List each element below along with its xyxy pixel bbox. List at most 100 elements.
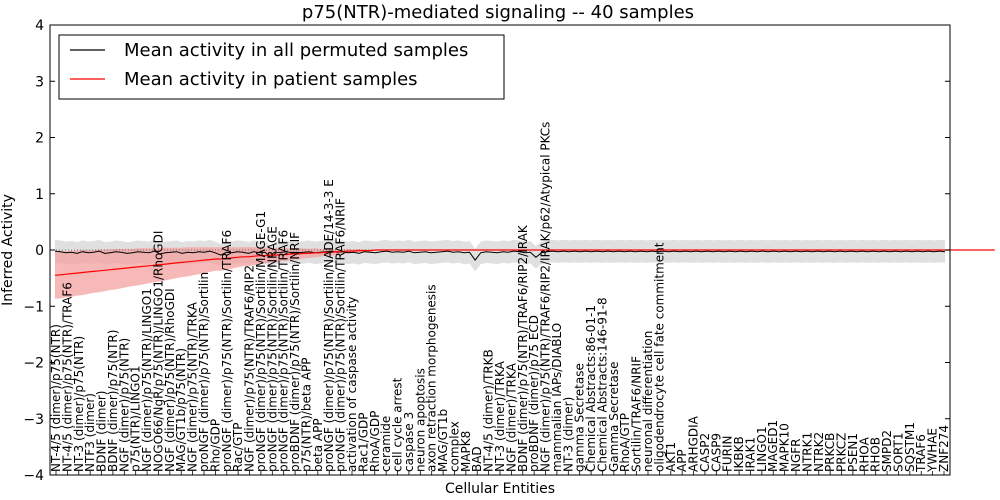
category-label: proNGF (dimer)/p75(NTR)/Sortilin/TRAF6 xyxy=(220,230,234,472)
permuted-band xyxy=(55,239,945,272)
category-label: cell cycle arrest xyxy=(391,377,405,472)
category-label: proNGF (dimer)/p75(NTR)/Sortilin/TRAF6 xyxy=(277,230,291,472)
category-label: proNGF (dimer)/p75(NTR)/Sortilin xyxy=(197,272,211,472)
category-label: SMPD2 xyxy=(880,430,894,472)
y-tick-label: 3 xyxy=(35,74,44,90)
category-label: RHOA xyxy=(857,436,871,472)
series-lines xyxy=(54,249,995,276)
category-label: MAPK10 xyxy=(778,423,792,472)
category-label: NGF (dimer)/p75(NTR)/TRKA xyxy=(186,301,200,472)
y-tick-label: 1 xyxy=(35,187,44,203)
category-label: Rho/GDP xyxy=(208,419,222,472)
category-label: neuron apoptosis xyxy=(413,368,427,472)
category-label: RhoA/GTP xyxy=(618,413,632,472)
category-label: RhoA/GDP xyxy=(368,411,382,472)
y-axis-label: Inferred Activity xyxy=(0,194,16,306)
category-label: BAD xyxy=(470,446,484,472)
category-label: YWHAE xyxy=(926,428,940,473)
category-label: APP xyxy=(675,449,689,472)
legend-box xyxy=(58,34,505,100)
category-label: NGF (dimer)/p75(NTR)/TRAF6/RIP2/IRAK/p62… xyxy=(539,122,553,472)
category-label: beta APP xyxy=(311,418,325,472)
category-label: NTRK2 xyxy=(812,432,826,472)
y-tick-label: −2 xyxy=(23,356,44,372)
category-label: NGF (dimer)/p75(NTR)/RhoGDI xyxy=(163,288,177,472)
category-label: NOGO66/NgR/p75(NTR)/LINGO1/RhoGDI xyxy=(151,231,165,472)
category-label: proNGF (dimer)/p75(NTR)/Sortilin/NADE/14… xyxy=(322,179,336,472)
category-label: p75(NTR)/beta APP xyxy=(299,358,313,473)
y-tick-label: −1 xyxy=(23,299,44,315)
category-label: PSEN1 xyxy=(846,433,860,472)
category-labels: NT-4/5 (dimer)/p75(NTR)NT-4/5 (dimer)/p7… xyxy=(49,122,951,475)
category-label: Gamma Secretase xyxy=(607,361,621,472)
category-label: AKT1 xyxy=(664,442,678,472)
category-label: axon retraction morphogenesis xyxy=(425,284,439,472)
category-label: neuronal differentiation xyxy=(641,331,655,472)
category-label: NT-4/5 (dimer)/TRKB xyxy=(482,349,496,472)
category-label: Rac/GTP xyxy=(231,422,245,472)
category-label: proNGF (dimer)/p75(NTR)/Sortilin/MAGE-G1 xyxy=(254,211,268,472)
category-label: NGFR xyxy=(789,438,803,472)
y-tick-label: 4 xyxy=(35,18,44,34)
category-label: NGF (dimer)/p75(NTR)/LINGO1 xyxy=(140,288,154,472)
category-label: TRAF6 xyxy=(914,434,928,473)
category-label: Rac1/GDP xyxy=(356,413,370,472)
category-label: IRAK1 xyxy=(743,437,757,472)
category-label: BDNF (dimer)/p75(NTR) xyxy=(106,330,120,472)
category-label: MAPK8 xyxy=(459,431,473,472)
y-tick-label: −4 xyxy=(23,468,44,484)
category-label: gamma Secretase xyxy=(573,363,587,472)
category-label: CASP9 xyxy=(709,433,723,472)
y-tick-label: 2 xyxy=(35,131,44,147)
category-label: CASP2 xyxy=(698,433,712,472)
category-label: LINGO1 xyxy=(755,426,769,472)
category-label: BDNF (dimer)/p75(NTR)/TRAF6/RIP2/IRAK xyxy=(516,224,530,472)
confidence-bands xyxy=(55,239,995,299)
category-label: MAGED1 xyxy=(766,420,780,472)
category-label: NTF3 (dimer) xyxy=(83,393,97,472)
legend[interactable]: Mean activity in all permuted samples Me… xyxy=(58,34,505,100)
category-label: activation of caspase activity xyxy=(345,297,359,472)
category-label: NT-4/5 (dimer)/p75(NTR)/TRAF6 xyxy=(60,282,74,472)
category-label: Chemical Abstracts:146-91-8 xyxy=(595,297,609,472)
category-label: PRKCZ xyxy=(835,433,849,472)
category-label: FURIN xyxy=(721,435,735,472)
category-label: p75(NTR)/LINGO1 xyxy=(129,365,143,472)
y-axis: −4 −3 −2 −1 0 1 2 3 4 xyxy=(23,18,950,484)
category-label: SQSTM1 xyxy=(903,422,917,472)
category-label: complex xyxy=(447,421,461,472)
category-label: NT-4/5 (dimer)/p75(NTR) xyxy=(49,324,63,472)
category-label: RHOB xyxy=(869,437,883,472)
category-label: MAG/GT1b xyxy=(436,409,450,472)
category-label: NTRK1 xyxy=(800,432,814,472)
category-label: proNGF (dimer)/p75(NTR)/Sortilin/TRAF6/N… xyxy=(334,198,348,472)
category-label: proBDNF (dimer)/p75(NTR)/Sortilin/NRIF xyxy=(288,232,302,472)
category-label: IKBKB xyxy=(732,436,746,472)
category-label: NGF (dimer)/p75(NTR)/TRAF6/RIP2 xyxy=(243,265,257,472)
category-label: NT-3 (dimer)/TRKA xyxy=(493,360,507,472)
category-label: mammalian IAPs/DIABLO xyxy=(550,323,564,472)
category-label: Chemical Abstracts:86-01-1 xyxy=(584,305,598,472)
category-label: NGF (dimer)/p75(NTR) xyxy=(117,338,131,472)
category-label: caspase 3 xyxy=(402,412,416,472)
category-label: NT-3 (dimer) xyxy=(561,397,575,472)
permuted-mean-line xyxy=(54,250,946,261)
legend-label-permuted: Mean activity in all permuted samples xyxy=(124,40,468,61)
legend-label-patient: Mean activity in patient samples xyxy=(124,69,418,90)
category-label: MAG/GT1b/p75(NTR) xyxy=(174,348,188,472)
category-label: oligodendrocyte cell fate commitment xyxy=(652,242,666,472)
category-label: ARHGDIA xyxy=(687,415,701,472)
category-label: ZNF274 xyxy=(937,425,951,472)
category-label: ceramide xyxy=(379,416,393,472)
category-label: PRKCB xyxy=(823,433,837,472)
y-tick-label: 0 xyxy=(35,243,44,259)
patient-band xyxy=(55,247,995,299)
category-label: proBDNF (dimer)/p75 ECD xyxy=(527,315,541,472)
category-label: NGF (dimer)/TRKA xyxy=(504,362,518,472)
patient-mean-line xyxy=(54,249,995,276)
category-label: NT-3 (dimer)/p75(NTR) xyxy=(72,336,86,472)
y-tick-label: −3 xyxy=(23,412,44,428)
category-label: Sortilin/TRAF6/NRIF xyxy=(630,356,644,472)
x-axis-label: Cellular Entities xyxy=(445,481,555,497)
